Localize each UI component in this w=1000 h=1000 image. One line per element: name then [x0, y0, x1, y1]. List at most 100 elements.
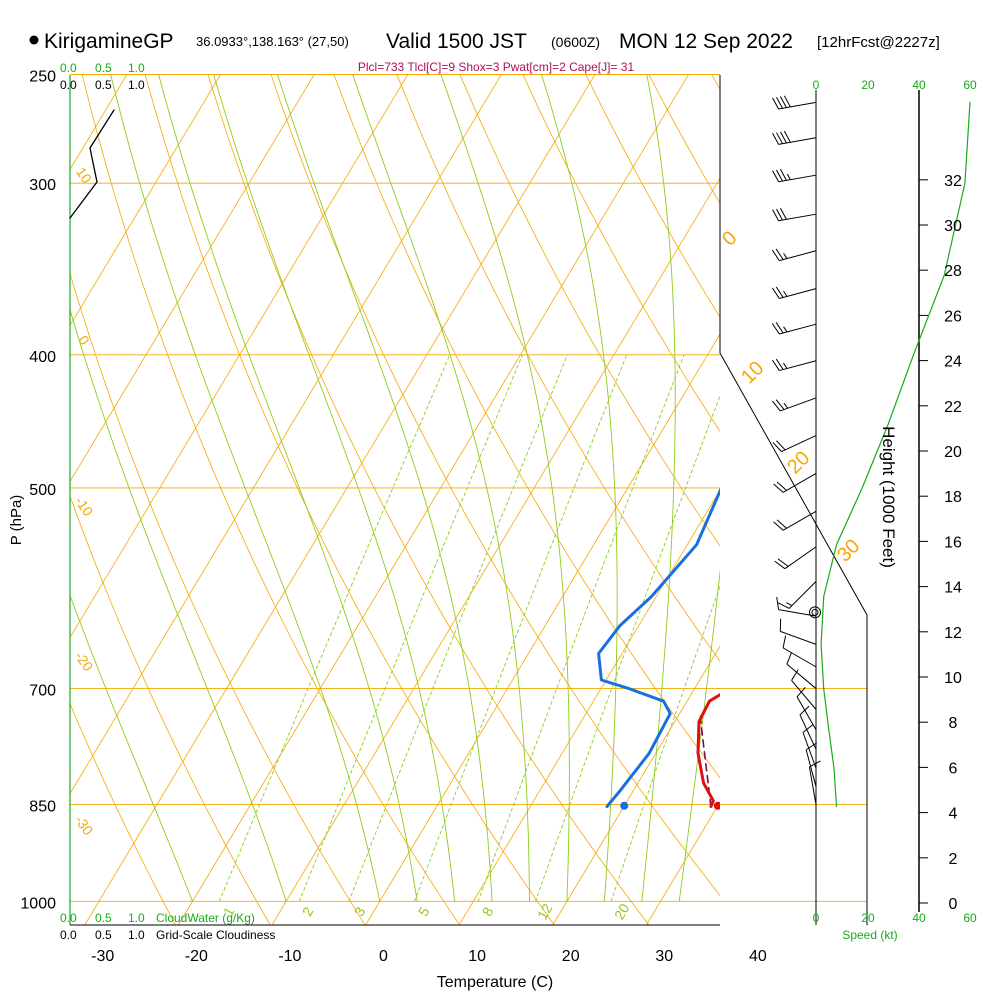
dry-adiabat-label: -10 [72, 493, 97, 519]
top-scale-green-0: 0.0 [60, 61, 77, 75]
wind-barb-flag [805, 742, 817, 751]
height-tick-label: 32 [944, 173, 962, 190]
wind-barb [772, 435, 817, 453]
mixing-ratio-label: 2 [299, 904, 317, 919]
wind-barb-staff [782, 510, 817, 531]
wind-barb [799, 705, 817, 750]
dry-adiabat-line [459, 75, 720, 547]
bottom-scale-green-0: 0.0 [60, 911, 77, 925]
x-axis-title: Temperature (C) [437, 974, 553, 991]
wind-barb [771, 248, 817, 262]
wind-barb [772, 130, 817, 145]
temperature-line [696, 692, 720, 808]
moist-adiabat-line [277, 75, 493, 902]
wind-barb-staff [791, 680, 817, 710]
wind-barb [771, 286, 817, 299]
wind-barb-flag [771, 323, 780, 335]
wind-barb-half-flag [786, 602, 793, 607]
temperature-tick-label: 0 [379, 948, 388, 965]
bottom-scale-green-2: 1.0 [128, 911, 145, 925]
wind-barb-staff [779, 360, 817, 372]
wind-barb-staff [808, 766, 817, 805]
dry-adiabat-line [585, 75, 720, 318]
wind-barb [796, 687, 817, 730]
wind-barb-flag [799, 705, 810, 716]
wind-barb-flag [775, 399, 785, 410]
height-tick-label: 0 [949, 896, 958, 913]
dry-adiabat-label: 10 [737, 357, 768, 388]
dry-adiabat-label: 0 [718, 227, 741, 250]
y-axis-title: P (hPa) [8, 495, 25, 546]
wind-barb [773, 510, 817, 531]
height-tick-label: 18 [944, 489, 962, 506]
wind-barb-staff [805, 749, 817, 787]
bottom-speed-0: 0 [813, 911, 820, 925]
speed-axis-label: Speed (kt) [842, 928, 897, 942]
isotherm-line [84, 75, 596, 925]
top-scale-green-2: 1.0 [128, 61, 145, 75]
temperature-tick-label: 20 [562, 948, 580, 965]
wind-barb-flag [783, 130, 791, 143]
wind-barb-flag [775, 322, 784, 334]
wind-barb-flag [775, 358, 784, 370]
wind-barb-flag [776, 519, 787, 529]
dry-adiabat-line [81, 75, 461, 925]
surface-temperature-dot [713, 801, 720, 810]
wind-barb-staff [779, 323, 817, 335]
wind-barb-flag [779, 208, 787, 220]
mixing-ratio-label: 20 [611, 901, 633, 923]
wind-barb-flag [776, 440, 786, 451]
bottom-scale-black-2: 1.0 [128, 928, 145, 942]
isotherm-line [830, 50, 1000, 930]
top-scale-black-1: 0.5 [95, 78, 112, 92]
wind-barb-flag [776, 169, 783, 182]
mixing-ratio-line [610, 585, 720, 902]
height-tick-label: 16 [944, 534, 962, 551]
cloudiness-curve [69, 109, 115, 219]
zulu-time: (0600Z) [551, 34, 600, 50]
surface-dewpoint-dot [620, 801, 629, 810]
pressure-tick-label: 400 [29, 349, 56, 366]
dry-adiabat-label: -20 [72, 648, 97, 674]
isotherm-line [70, 75, 502, 795]
top-speed-20: 20 [861, 78, 875, 92]
wind-barb-flag [771, 249, 780, 261]
wind-barb [791, 669, 817, 710]
wind-barb-flag [772, 442, 782, 452]
temperature-tick-label: 30 [655, 948, 673, 965]
wind-barb-flag [772, 97, 780, 110]
isotherm-line [271, 177, 720, 925]
height-tick-label: 28 [944, 263, 962, 280]
moist-adiabat-line [440, 75, 570, 902]
moist-adiabat-line [541, 75, 618, 902]
header-bullet-icon [29, 35, 39, 45]
height-tick-label: 20 [944, 444, 962, 461]
wind-barb-flag [775, 286, 784, 298]
dry-adiabat-line [270, 75, 720, 897]
wind-barb [772, 397, 817, 412]
wind-barb-flag [776, 208, 783, 221]
wind-barb [786, 652, 817, 689]
temperature-tick-label: -10 [278, 948, 301, 965]
dry-adiabat-label: 30 [833, 535, 864, 566]
temperature-tick-label: -20 [185, 948, 208, 965]
isotherm-line [70, 75, 315, 483]
moist-adiabat-line [70, 594, 193, 902]
wind-barb [777, 581, 817, 609]
wind-barb-half-flag [783, 362, 788, 369]
pressure-tick-label: 500 [29, 482, 56, 499]
wind-barb-staff [788, 581, 817, 609]
isotherm-line [70, 75, 128, 171]
wind-barb-flag [779, 131, 787, 144]
moist-adiabat-line [70, 308, 287, 902]
top-speed-0: 0 [813, 78, 820, 92]
calm-wind-icon [809, 606, 821, 619]
bottom-speed-20: 20 [861, 911, 875, 925]
bottom-speed-60: 60 [963, 911, 977, 925]
valid-date: MON 12 Sep 2022 [619, 30, 793, 53]
dry-adiabat-line [754, 38, 1000, 937]
wind-barb-flag [777, 602, 790, 609]
mixing-ratio-line [348, 354, 568, 902]
height-tick-label: 12 [944, 625, 962, 642]
wind-barb-flag [777, 558, 789, 567]
